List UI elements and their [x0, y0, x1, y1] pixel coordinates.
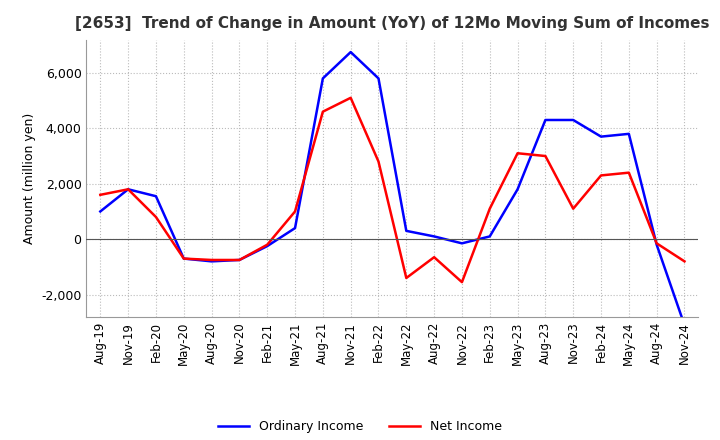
Net Income [485, 206, 494, 211]
Net Income [346, 95, 355, 100]
Ordinary Income [124, 187, 132, 192]
Ordinary Income [513, 187, 522, 192]
Ordinary Income [291, 225, 300, 231]
Net Income [402, 275, 410, 281]
Ordinary Income [485, 234, 494, 239]
Net Income [458, 279, 467, 285]
Ordinary Income [96, 209, 104, 214]
Ordinary Income [569, 117, 577, 123]
Ordinary Income [541, 117, 550, 123]
Ordinary Income [263, 243, 271, 249]
Net Income [263, 242, 271, 247]
Y-axis label: Amount (million yen): Amount (million yen) [22, 113, 35, 244]
Ordinary Income [346, 49, 355, 55]
Net Income [541, 154, 550, 159]
Ordinary Income [207, 259, 216, 264]
Ordinary Income [318, 76, 327, 81]
Ordinary Income [680, 323, 689, 328]
Net Income [124, 187, 132, 192]
Net Income [291, 209, 300, 214]
Line: Ordinary Income: Ordinary Income [100, 52, 685, 325]
Ordinary Income [458, 241, 467, 246]
Net Income [680, 259, 689, 264]
Net Income [624, 170, 633, 175]
Ordinary Income [430, 234, 438, 239]
Ordinary Income [652, 242, 661, 247]
Legend: Ordinary Income, Net Income: Ordinary Income, Net Income [213, 415, 507, 438]
Ordinary Income [235, 257, 243, 263]
Net Income [569, 206, 577, 211]
Net Income [597, 173, 606, 178]
Net Income [152, 214, 161, 220]
Net Income [96, 192, 104, 198]
Ordinary Income [179, 256, 188, 261]
Net Income [179, 256, 188, 261]
Net Income [318, 109, 327, 114]
Net Income [374, 159, 383, 164]
Line: Net Income: Net Income [100, 98, 685, 282]
Ordinary Income [374, 76, 383, 81]
Ordinary Income [624, 131, 633, 136]
Ordinary Income [402, 228, 410, 234]
Net Income [235, 257, 243, 263]
Net Income [430, 255, 438, 260]
Title: [2653]  Trend of Change in Amount (YoY) of 12Mo Moving Sum of Incomes: [2653] Trend of Change in Amount (YoY) o… [75, 16, 710, 32]
Ordinary Income [152, 194, 161, 199]
Net Income [207, 257, 216, 263]
Net Income [652, 241, 661, 246]
Ordinary Income [597, 134, 606, 139]
Net Income [513, 150, 522, 156]
